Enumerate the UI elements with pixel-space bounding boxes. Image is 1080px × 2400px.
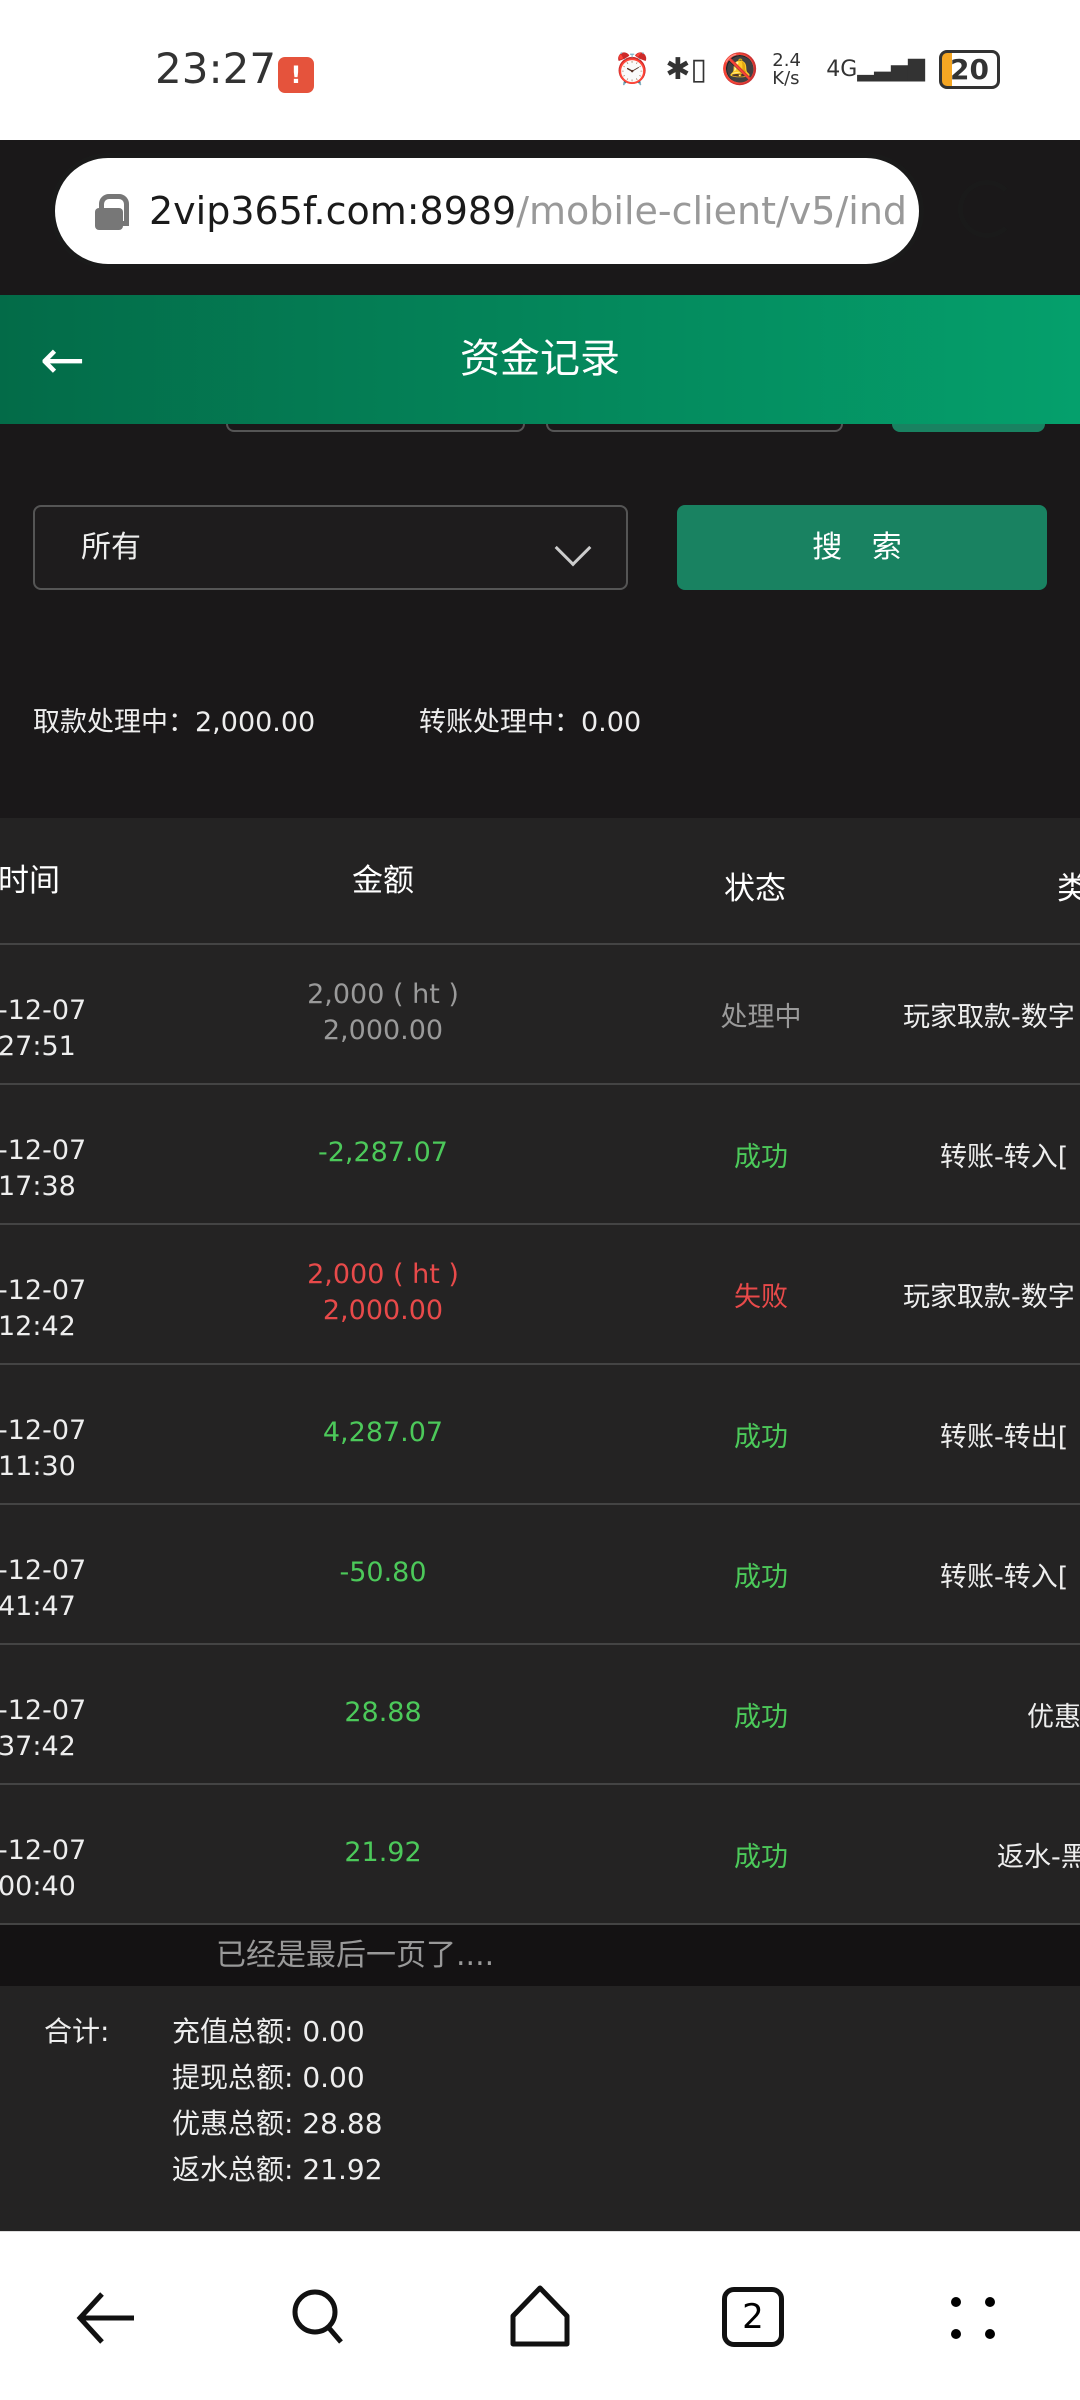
lock-icon (95, 194, 129, 230)
row-time: -12-07 27:51 (0, 995, 87, 1062)
header-amount: 金额 (352, 863, 414, 899)
search-button[interactable]: 搜 索 (677, 505, 1047, 590)
header-status: 状态 (724, 871, 786, 907)
row-status: 成功 (734, 1562, 788, 1593)
row-status: 处理中 (720, 1002, 802, 1033)
chevron-down-icon (554, 529, 592, 567)
notification-icon: ! (278, 57, 314, 93)
row-amount: 2,000 ( ht ) 2,000.00 (307, 979, 459, 1046)
withdraw-pending: 取款处理中：2,000.00 (33, 707, 316, 738)
total-withdraw: 提现总额: 0.00 (172, 2061, 365, 2094)
row-time: -12-07 37:42 (0, 1695, 87, 1762)
table-row[interactable]: -12-07 12:42 2,000 ( ht ) 2,000.00 失败 玩家取款-数字 (0, 1225, 1080, 1365)
table-row[interactable]: -12-07 11:30 4,287.07 成功 转账-转出[ (0, 1365, 1080, 1505)
row-time: -12-07 00:40 (0, 1835, 87, 1902)
records-table: 时间 金额 状态 类 -12-07 27:51 2,000 ( ht ) 2,000.… (0, 818, 1080, 1925)
row-time: -12-07 41:47 (0, 1555, 87, 1622)
page-header: 资金记录 (0, 295, 1080, 424)
row-type: 返水-黑 (997, 1842, 1080, 1873)
tabs-button[interactable]: 2 (722, 2287, 784, 2347)
search-icon[interactable] (285, 2282, 355, 2352)
url-bar[interactable]: 2vip365f.com:8989/mobile-client/v5/ind (50, 153, 924, 269)
signal-icon: 4G▂▃▅▇ (826, 57, 926, 82)
url-host: 2vip365f.com:8989 (149, 189, 517, 233)
battery-icon: 20 (939, 50, 1000, 89)
net-speed: 2.4 K/s (772, 49, 801, 89)
totals-panel: 合计: 充值总额: 0.00 提现总额: 0.00 优惠总额: 28.88 返水… (0, 1986, 1080, 2231)
row-amount: -50.80 (339, 1557, 427, 1588)
table-row[interactable]: -12-07 37:42 28.88 成功 优惠 (0, 1645, 1080, 1785)
row-type: 玩家取款-数字 (903, 1282, 1075, 1313)
bluetooth-vibrate-icon: ✱▯ (665, 52, 707, 87)
row-type: 转账-转入[ (940, 1562, 1069, 1593)
alarm-icon: ⏰ (613, 52, 652, 87)
url-path: /mobile-client/v5/ind (516, 189, 908, 233)
total-rebate: 返水总额: 21.92 (172, 2153, 383, 2186)
status-icons: ⏰ ✱▯ 🔕 2.4 K/s 4G▂▃▅▇ 20 (614, 50, 1000, 89)
status-bar: 23:27 ! ⏰ ✱▯ 🔕 2.4 K/s 4G▂▃▅▇ 20 (0, 0, 1080, 140)
date-end-field[interactable] (546, 424, 843, 432)
menu-dots-icon[interactable] (938, 2282, 1008, 2352)
row-type: 转账-转入[ (940, 1142, 1069, 1173)
page-title: 资金记录 (460, 336, 620, 382)
row-status: 成功 (734, 1842, 788, 1873)
table-header: 时间 金额 状态 类 (0, 818, 1080, 945)
clock: 23:27 (155, 44, 277, 93)
table-row[interactable]: -12-07 17:38 -2,287.07 成功 转账-转入[ (0, 1085, 1080, 1225)
last-page-notice: 已经是最后一页了.... (0, 1925, 1080, 1986)
row-amount: 21.92 (344, 1837, 422, 1868)
row-time: -12-07 17:38 (0, 1135, 87, 1202)
table-row[interactable]: -12-07 41:47 -50.80 成功 转账-转入[ (0, 1505, 1080, 1645)
row-status: 成功 (734, 1702, 788, 1733)
filter-button[interactable] (892, 424, 1045, 432)
row-amount: 2,000 ( ht ) 2,000.00 (307, 1259, 459, 1326)
header-time: 时间 (0, 863, 60, 899)
row-amount: 4,287.07 (322, 1417, 444, 1448)
table-row[interactable]: -12-07 27:51 2,000 ( ht ) 2,000.00 处理中 玩家取款-数… (0, 945, 1080, 1085)
row-type: 转账-转出[ (940, 1422, 1069, 1453)
type-select[interactable]: 所有 (33, 505, 628, 590)
row-time: -12-07 11:30 (0, 1415, 87, 1482)
row-type: 优惠 (1027, 1702, 1080, 1733)
home-icon[interactable] (505, 2282, 575, 2352)
mute-bell-icon: 🔕 (720, 52, 759, 87)
row-type: 玩家取款-数字 (903, 1002, 1075, 1033)
back-icon[interactable] (72, 2282, 142, 2352)
total-deposit: 充值总额: 0.00 (172, 2015, 365, 2048)
table-row[interactable]: -12-07 00:40 21.92 成功 返水-黑 (0, 1785, 1080, 1925)
browser-nav-bar: 2 (0, 2231, 1080, 2400)
total-bonus: 优惠总额: 28.88 (172, 2107, 383, 2140)
transfer-pending: 转账处理中：0.00 (419, 707, 642, 738)
date-start-field[interactable] (226, 424, 525, 432)
back-arrow-icon[interactable]: ← (40, 328, 86, 391)
row-status: 成功 (734, 1422, 788, 1453)
row-amount: 28.88 (344, 1697, 422, 1728)
type-select-value: 所有 (81, 530, 141, 565)
reload-icon[interactable] (958, 180, 1016, 238)
row-amount: -2,287.07 (318, 1137, 448, 1168)
row-time: -12-07 12:42 (0, 1275, 87, 1342)
row-status: 失败 (734, 1282, 788, 1313)
row-status: 成功 (734, 1142, 788, 1173)
header-type: 类 (1057, 871, 1080, 907)
totals-label: 合计: (44, 2015, 110, 2048)
